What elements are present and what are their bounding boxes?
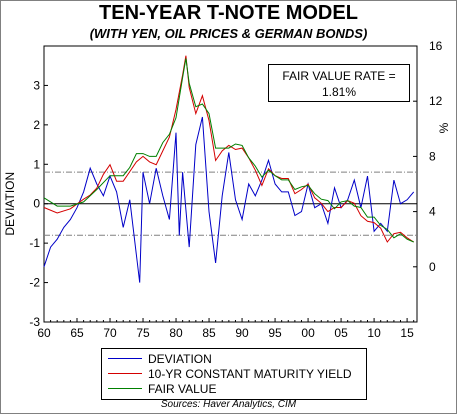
- x-tick-label: 00: [301, 326, 315, 340]
- right-tick-label: 12: [429, 94, 443, 108]
- x-tick-label: 10: [367, 326, 381, 340]
- annotation-line2: 1.81%: [321, 85, 357, 99]
- x-tick-label: 95: [268, 326, 282, 340]
- legend-swatch-deviation: [108, 358, 142, 359]
- right-axis-label: %: [437, 122, 451, 133]
- left-axis-label: DEVIATION: [3, 172, 17, 236]
- x-tick-label: 80: [169, 326, 183, 340]
- source-note: Sources: Haver Analytics, CIM: [160, 399, 297, 410]
- right-tick-label: 8: [429, 149, 436, 163]
- legend-swatch-fair-value: [108, 388, 142, 389]
- x-tick-label: 75: [136, 326, 150, 340]
- deviation-line: [43, 116, 415, 283]
- right-tick-label: 4: [429, 205, 436, 219]
- left-tick-label: 2: [33, 118, 40, 132]
- left-tick-label: -2: [29, 276, 40, 290]
- left-tick-label: -3: [29, 315, 40, 329]
- legend-label-yield: 10-YR CONSTANT MATURITY YIELD: [148, 366, 352, 381]
- chart-subtitle: (WITH YEN, OIL PRICES & GERMAN BONDS): [89, 26, 368, 41]
- left-tick-label: 3: [33, 78, 40, 92]
- right-tick-label: 16: [429, 39, 443, 53]
- legend-item-fair-value: FAIR VALUE: [108, 381, 216, 396]
- right-tick-label: 0: [429, 260, 436, 274]
- left-tick-label: 1: [33, 157, 40, 171]
- annotation-line1: FAIR VALUE RATE =: [282, 69, 396, 83]
- yield-line: [43, 55, 414, 243]
- legend-label-fair-value: FAIR VALUE: [148, 381, 217, 396]
- left-tick-label: -1: [29, 236, 40, 250]
- legend-item-yield: 10-YR CONSTANT MATURITY YIELD: [108, 366, 352, 381]
- left-tick-label: 0: [33, 197, 40, 211]
- x-tick-label: 90: [235, 326, 249, 340]
- fair-value-line: [43, 58, 414, 243]
- legend-item-deviation: DEVIATION: [108, 351, 212, 366]
- x-tick-label: 05: [334, 326, 348, 340]
- legend-swatch-yield: [108, 373, 142, 374]
- legend: DEVIATION 10-YR CONSTANT MATURITY YIELD …: [101, 348, 367, 400]
- x-tick-label: 60: [37, 326, 51, 340]
- legend-label-deviation: DEVIATION: [148, 351, 212, 366]
- x-tick-label: 65: [70, 326, 84, 340]
- x-tick-label: 70: [103, 326, 117, 340]
- x-tick-label: 85: [202, 326, 216, 340]
- x-tick-label: 15: [400, 326, 414, 340]
- fair-value-annotation: FAIR VALUE RATE = 1.81%: [268, 64, 410, 102]
- chart-title: TEN-YEAR T-NOTE MODEL: [99, 2, 358, 24]
